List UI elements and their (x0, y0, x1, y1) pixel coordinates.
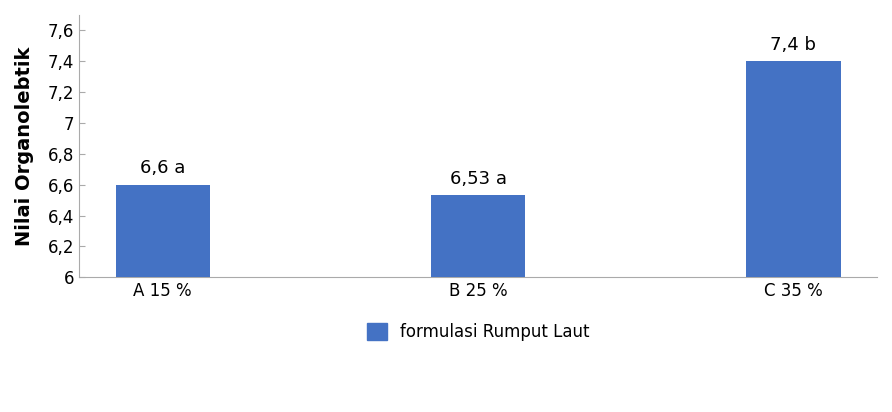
Bar (746, 61, 841, 277)
Text: 6,53 a: 6,53 a (450, 170, 507, 188)
Text: 7,4 b: 7,4 b (771, 35, 816, 54)
Legend: formulasi Rumput Laut: formulasi Rumput Laut (360, 316, 596, 348)
Bar (115, 185, 211, 277)
Text: 6,6 a: 6,6 a (140, 159, 186, 177)
Y-axis label: Nilai Organolebtik: Nilai Organolebtik (15, 47, 34, 246)
Bar (431, 195, 525, 277)
